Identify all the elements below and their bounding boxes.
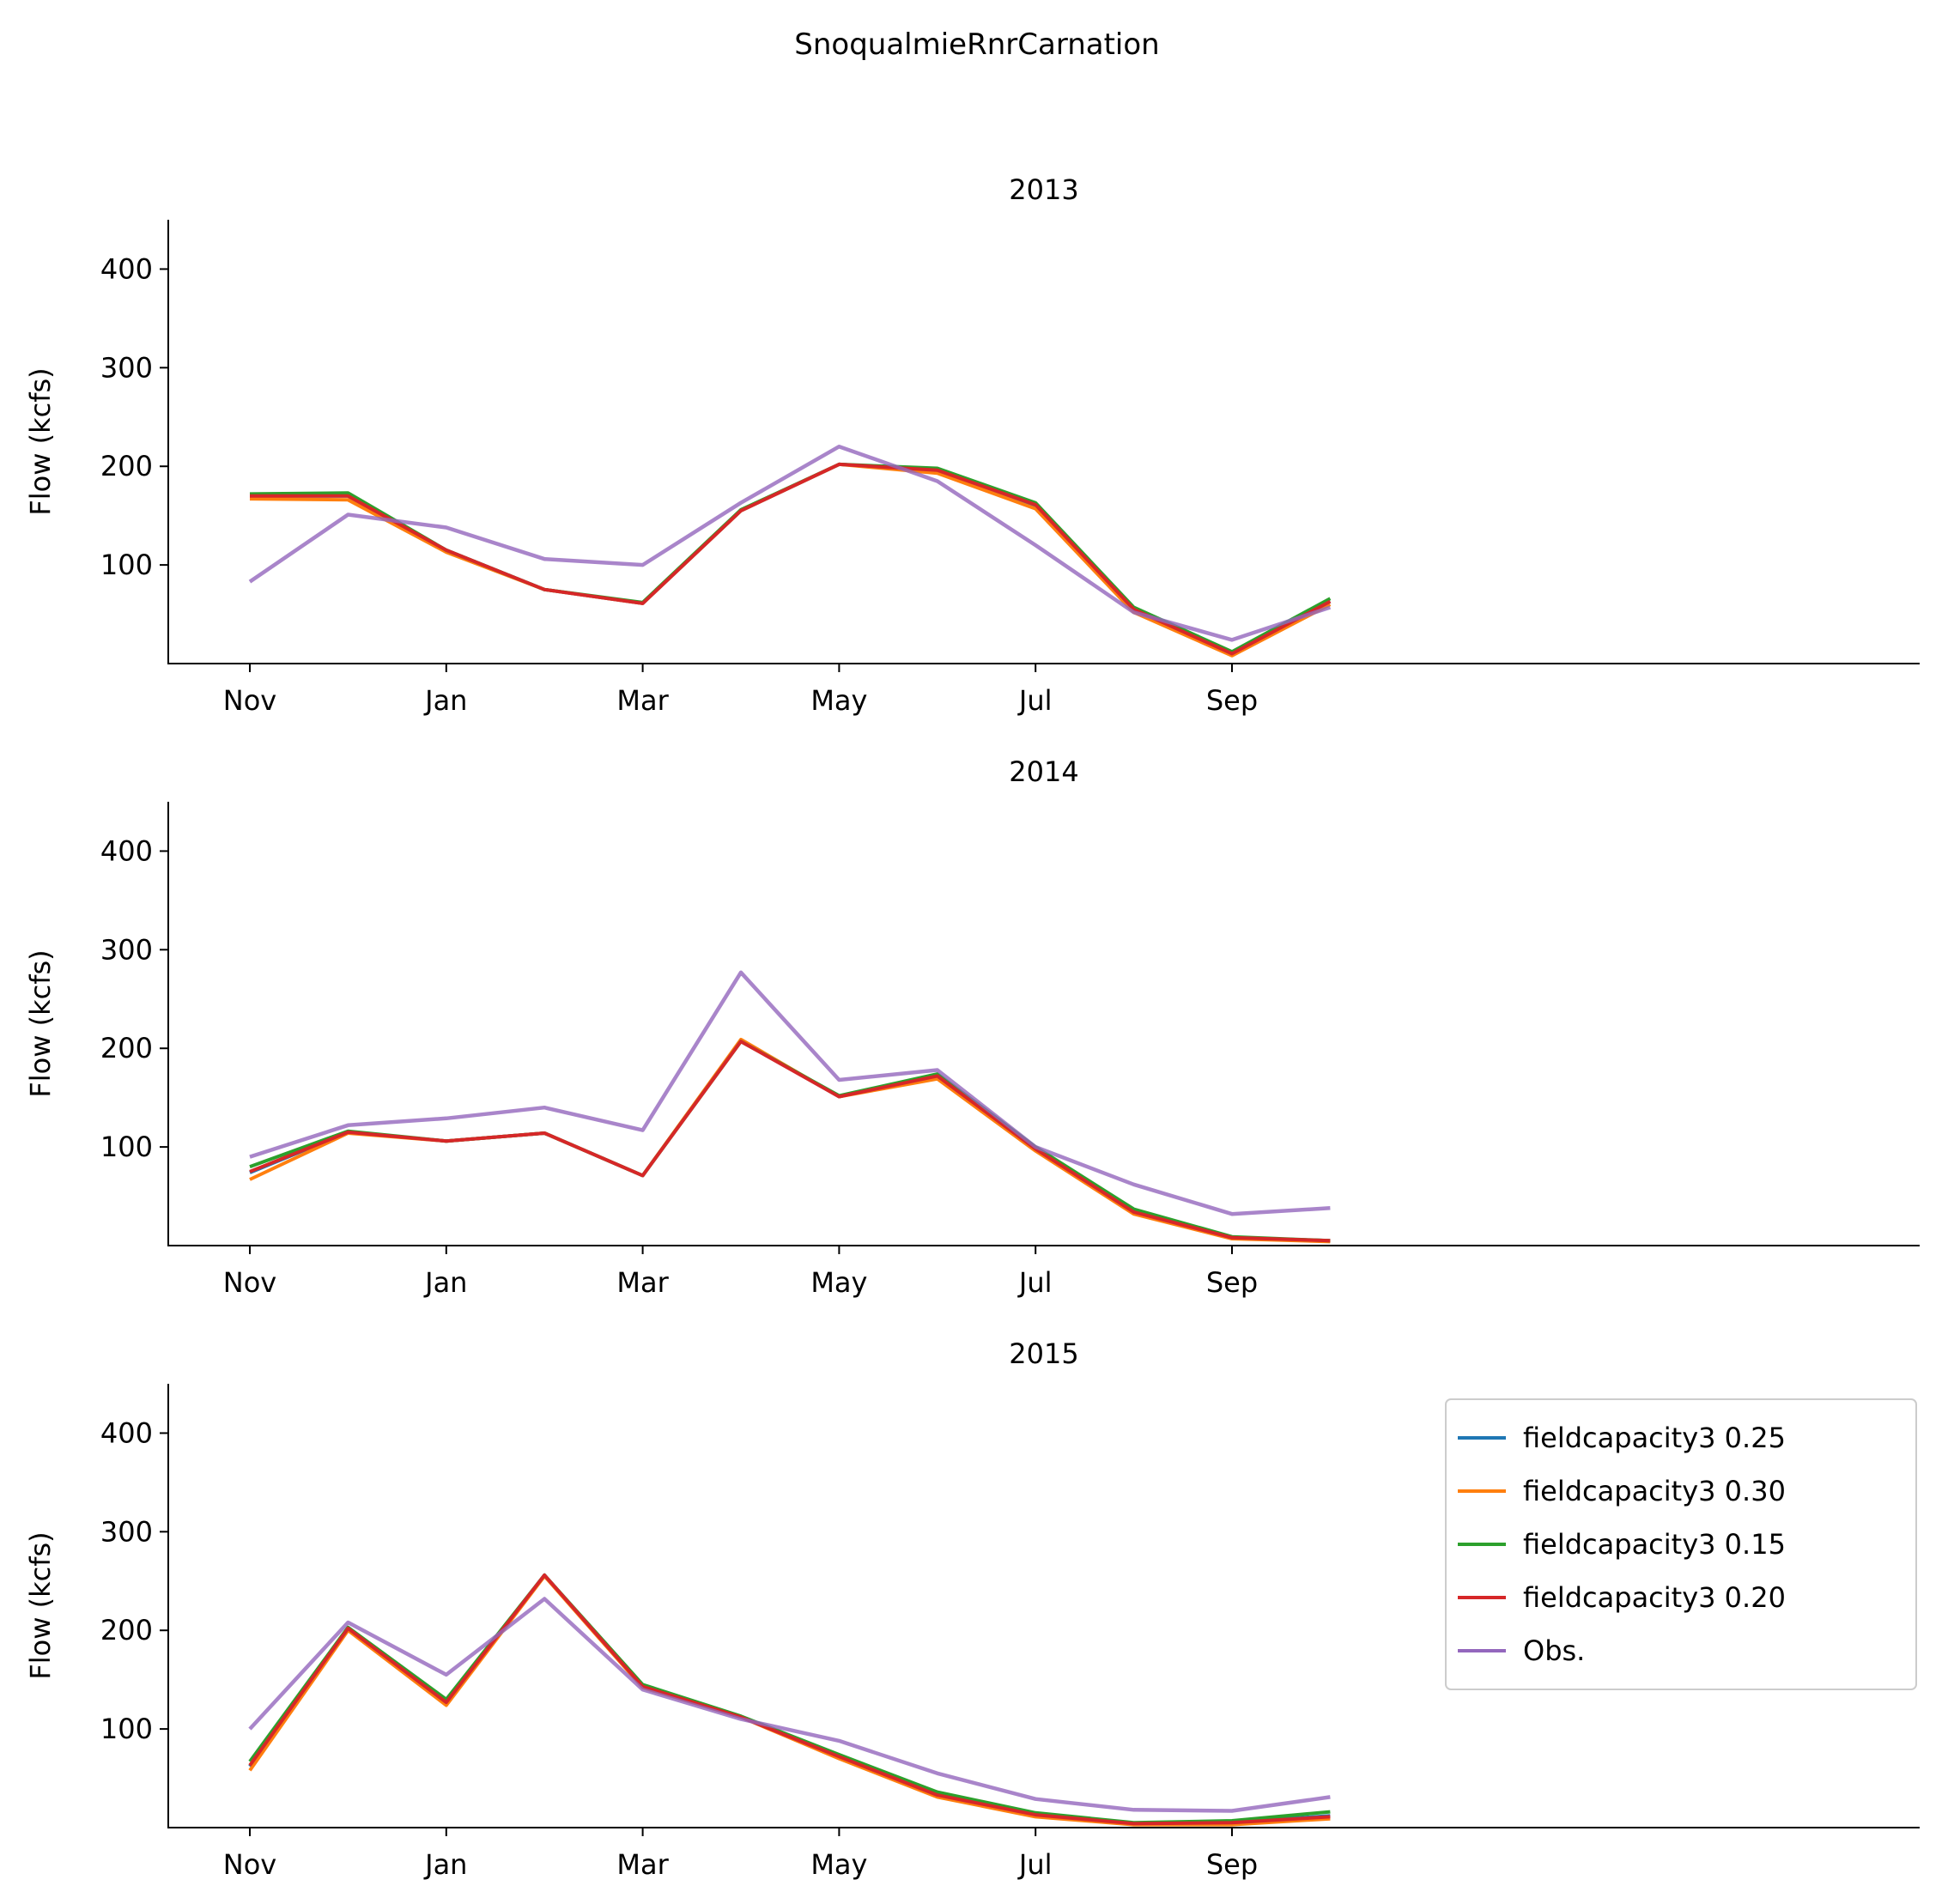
x-tick-label: Mar [616,1266,669,1299]
series-line-fieldcapacity3-0-15 [249,1040,1331,1243]
x-tick-label: Mar [616,1848,669,1881]
series-line-fieldcapacity3-0-20 [249,1040,1331,1243]
y-axis-label: Flow (kcfs) [24,1531,57,1679]
x-tick-label: May [810,1266,867,1299]
chart-panels: 2013 100 200 300 400 Nov Jan Mar May Jul Sep Flow (… [24,173,1920,1881]
y-tick-label: 100 [100,549,153,581]
x-tick-label: Jan [423,1848,467,1881]
legend-entry-label: fieldcapacity3 0.30 [1523,1475,1786,1507]
panel-2014: 2014 100 200 300 400 Nov Jan Mar May Jul Sep Flow (… [24,755,1920,1299]
x-tick-label: May [810,1848,867,1881]
y-tick-label: 100 [100,1713,153,1745]
x-tick-label: Jul [1017,684,1053,717]
legend-entry-label: fieldcapacity3 0.25 [1523,1422,1786,1454]
y-axis-label: Flow (kcfs) [24,367,57,515]
x-tick-label: Jan [423,684,467,717]
x-tick-label: Jul [1017,1266,1053,1299]
panel-2015: 2015 100 200 300 400 Nov Jan Mar May Jul Sep Flow (… [24,1337,1920,1881]
y-tick-label: 300 [100,351,153,384]
y-tick-label: 200 [100,1614,153,1646]
y-tick-label: 400 [100,252,153,285]
x-tick-label: Sep [1206,1266,1258,1299]
series-line-fieldcapacity3-0-30 [249,462,1332,658]
panel-2013: 2013 100 200 300 400 Nov Jan Mar May Jul Sep Flow (… [24,173,1920,717]
x-tick-label: Sep [1206,1848,1258,1881]
panel-title: 2013 [1009,173,1078,206]
y-tick-label: 300 [100,933,153,966]
y-axis-label: Flow (kcfs) [24,949,57,1097]
legend: fieldcapacity3 0.25 fieldcapacity3 0.30 fi… [1445,1398,1917,1690]
figure-title: SnoqualmieRnrCarnation [794,27,1159,62]
series-line-fieldcapacity3-0-30 [248,1574,1331,1827]
series-line-fieldcapacity3-0-20 [248,1573,1331,1826]
x-tick-label: Jul [1017,1848,1053,1881]
x-tick-label: Nov [223,1848,276,1881]
legend-entry-label: fieldcapacity3 0.20 [1523,1581,1786,1614]
y-tick-label: 100 [100,1131,153,1163]
y-tick-label: 400 [100,834,153,867]
y-tick-label: 200 [100,450,153,482]
x-tick-label: Jan [423,1266,467,1299]
legend-frame [1445,1398,1917,1690]
series-line-obs- [248,444,1332,642]
series-line-fieldcapacity3-0-25 [248,1573,1331,1826]
y-tick-label: 200 [100,1032,153,1064]
series-line-fieldcapacity3-0-15 [248,1573,1331,1825]
x-tick-label: Nov [223,684,276,717]
series-line-obs- [249,970,1331,1216]
x-tick-label: Sep [1206,684,1258,717]
legend-entry-label: Obs. [1523,1634,1585,1667]
legend-entry-label: fieldcapacity3 0.15 [1523,1528,1786,1561]
x-tick-label: Mar [616,684,669,717]
y-tick-label: 300 [100,1515,153,1548]
panel-title: 2014 [1009,755,1078,788]
series-line-fieldcapacity3-0-20 [250,462,1332,656]
x-tick-label: Nov [223,1266,276,1299]
x-tick-label: May [810,684,867,717]
y-tick-label: 400 [100,1416,153,1449]
panel-title: 2015 [1009,1337,1078,1370]
series-line-obs- [248,1597,1331,1813]
